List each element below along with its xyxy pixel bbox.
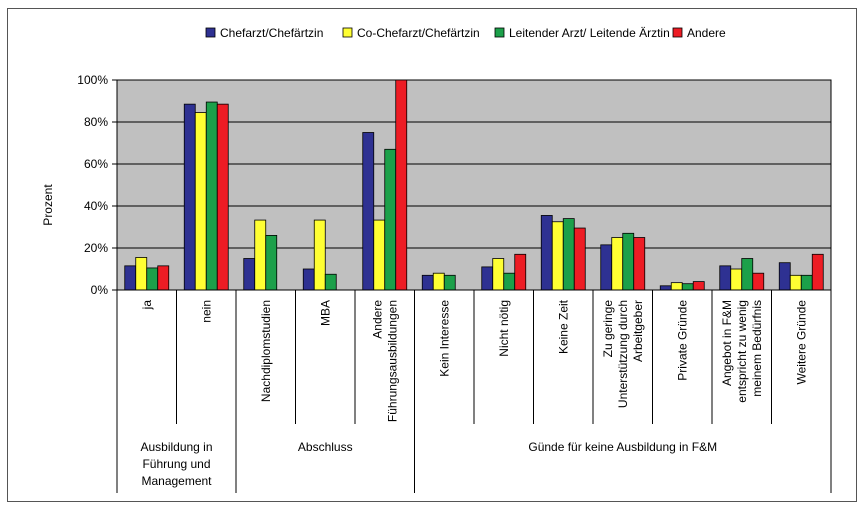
bar <box>157 265 170 291</box>
category-label: Führungsausbildungen <box>385 300 399 422</box>
bar <box>540 215 553 291</box>
bar <box>562 218 575 291</box>
bar <box>373 219 386 291</box>
bar <box>205 101 218 291</box>
y-tick-label: 0% <box>91 283 109 297</box>
y-axis-label: Prozent <box>41 184 55 226</box>
bar <box>384 148 397 291</box>
group-label: Führung und <box>142 457 210 471</box>
bar <box>503 272 516 291</box>
bar <box>124 265 137 291</box>
bar <box>443 274 456 291</box>
bar <box>362 132 375 291</box>
category-label: Keine Zeit <box>556 299 570 354</box>
category-label: Nicht nötig <box>497 300 511 357</box>
bar <box>670 282 683 291</box>
category-label: meinem Bedürfnis <box>750 300 764 397</box>
bar <box>778 262 791 291</box>
bar <box>183 103 196 291</box>
bar <box>741 258 754 291</box>
legend-label: Chefarzt/Chefärtzin <box>220 26 323 40</box>
legend-label: Co-Chefarzt/Chefärtzin <box>357 26 480 40</box>
category-label: Private Gründe <box>675 300 689 381</box>
bar <box>492 258 505 291</box>
bar <box>811 253 824 291</box>
bar <box>633 237 646 291</box>
bar <box>800 274 813 291</box>
category-label: Zu geringe <box>601 300 615 358</box>
y-tick-label: 40% <box>84 199 108 213</box>
category-label: Angebot in F&M <box>720 300 734 386</box>
bar <box>681 283 694 291</box>
bar <box>432 272 445 291</box>
bar <box>611 237 624 291</box>
category-label: Andere <box>370 300 384 339</box>
bar <box>194 112 207 291</box>
bar <box>395 79 408 291</box>
legend-swatch <box>342 27 353 38</box>
legend-swatch <box>205 27 216 38</box>
bar <box>421 274 434 291</box>
bar <box>216 103 229 291</box>
bar <box>789 274 802 291</box>
legend-label: Andere <box>687 26 726 40</box>
bar <box>254 219 267 291</box>
y-tick-label: 80% <box>84 115 108 129</box>
y-tick-label: 60% <box>84 157 108 171</box>
bar <box>573 227 586 291</box>
category-label: Unterstützung durch <box>616 300 630 408</box>
bar <box>730 268 743 291</box>
category-label: Weitere Gründe <box>794 300 808 385</box>
plot-area <box>116 79 832 291</box>
group-label: Ausbildung in <box>140 440 212 454</box>
category-label: Arbeitgeber <box>631 300 645 362</box>
bar <box>135 257 148 291</box>
bar <box>313 219 326 291</box>
bar <box>324 273 337 291</box>
category-label: Nachdiplomstudien <box>259 300 273 402</box>
legend-label: Leitender Arzt/ Leitende Ärztin <box>509 26 670 40</box>
category-label: MBA <box>318 300 332 326</box>
legend-swatch <box>672 27 683 38</box>
bar <box>719 265 732 291</box>
group-label: Günde für keine Ausbildung in F&M <box>528 440 717 454</box>
category-label: Kein Interesse <box>437 300 451 377</box>
category-label: nein <box>199 300 213 323</box>
bar <box>551 221 564 291</box>
group-label: Management <box>141 474 212 488</box>
bar <box>146 267 159 291</box>
bar <box>514 253 527 291</box>
y-tick-label: 100% <box>77 73 108 87</box>
bar <box>752 272 765 291</box>
bar <box>692 281 705 291</box>
bar <box>265 234 278 291</box>
bar <box>659 285 672 291</box>
bar <box>600 244 613 291</box>
category-label: entspricht zu wenig <box>735 300 749 403</box>
bar <box>243 258 256 291</box>
legend-swatch <box>494 27 505 38</box>
bar <box>622 232 635 291</box>
group-label: Abschluss <box>298 440 353 454</box>
bar <box>481 266 494 291</box>
y-tick-label: 20% <box>84 241 108 255</box>
bar <box>302 268 315 291</box>
category-label: ja <box>140 300 154 311</box>
